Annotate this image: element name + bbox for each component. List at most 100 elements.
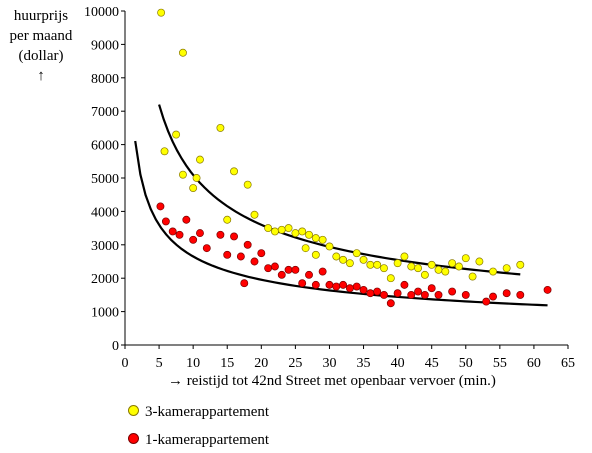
point-3-kamer xyxy=(475,257,484,266)
x-tick-label: 35 xyxy=(357,356,371,371)
point-1-kamer xyxy=(420,290,429,299)
point-3-kamer xyxy=(172,130,181,139)
point-1-kamer xyxy=(393,289,402,298)
point-1-kamer xyxy=(400,280,409,289)
point-3-kamer xyxy=(516,260,525,269)
point-3-kamer xyxy=(400,252,409,261)
point-1-kamer xyxy=(448,287,457,296)
x-axis-label: → reistijd tot 42nd Street met openbaar … xyxy=(168,373,496,389)
point-3-kamer xyxy=(332,252,341,261)
x-tick-label: 45 xyxy=(425,356,439,371)
point-1-kamer xyxy=(339,280,348,289)
data-points xyxy=(156,8,552,308)
point-1-kamer xyxy=(175,230,184,239)
point-3-kamer xyxy=(455,262,463,271)
legend-label-1-kamer: 1-kamerappartement xyxy=(145,432,270,448)
point-1-kamer xyxy=(434,290,443,299)
point-3-kamer xyxy=(216,123,225,132)
point-1-kamer xyxy=(243,240,252,249)
point-1-kamer xyxy=(482,297,491,306)
point-3-kamer xyxy=(468,272,477,281)
point-1-kamer xyxy=(250,257,259,266)
point-1-kamer xyxy=(332,282,341,291)
point-1-kamer xyxy=(270,262,279,271)
y-tick-label: 3000 xyxy=(91,239,119,254)
point-3-kamer xyxy=(311,250,320,259)
y-tick-label: 9000 xyxy=(91,38,119,53)
point-1-kamer xyxy=(366,289,375,298)
point-3-kamer xyxy=(264,224,273,233)
point-3-kamer xyxy=(386,274,395,283)
point-1-kamer xyxy=(352,282,361,291)
y-tick-label: 1000 xyxy=(91,306,119,321)
point-1-kamer xyxy=(257,249,266,258)
point-1-kamer xyxy=(161,217,170,226)
x-tick-label: 50 xyxy=(459,356,473,371)
point-1-kamer xyxy=(156,202,165,211)
y-tick-label: 10000 xyxy=(84,5,119,20)
point-1-kamer xyxy=(236,252,245,261)
point-1-kamer xyxy=(230,232,238,241)
y-axis-label-arrow: ↑ xyxy=(37,68,45,84)
point-3-kamer xyxy=(250,210,259,219)
point-1-kamer xyxy=(325,280,334,289)
point-3-kamer xyxy=(318,235,327,244)
point-1-kamer xyxy=(291,265,300,274)
point-1-kamer xyxy=(305,270,313,279)
y-axis-label-line-1: huurprijs xyxy=(13,8,69,24)
x-tick-label: 25 xyxy=(288,356,302,371)
y-tick-label: 7000 xyxy=(91,105,119,120)
point-3-kamer xyxy=(420,270,429,279)
legend-item-3-kamer: 3-kamerappartement xyxy=(128,404,269,421)
point-3-kamer xyxy=(352,249,361,258)
point-1-kamer xyxy=(427,284,436,293)
y-tick-label: 8000 xyxy=(91,72,119,87)
point-1-kamer xyxy=(380,290,388,299)
x-tick-label: 30 xyxy=(322,356,336,371)
axes: 0100020003000400050006000700080009000100… xyxy=(84,5,575,371)
y-tick-label: 5000 xyxy=(91,172,119,187)
point-3-kamer xyxy=(277,225,286,234)
point-3-kamer xyxy=(160,147,169,156)
point-3-kamer xyxy=(380,264,388,273)
point-1-kamer xyxy=(277,270,286,279)
point-1-kamer xyxy=(543,285,552,294)
point-3-kamer xyxy=(178,48,187,57)
point-1-kamer xyxy=(461,290,470,299)
point-1-kamer xyxy=(202,244,211,253)
point-1-kamer xyxy=(216,230,225,239)
point-3-kamer xyxy=(243,180,252,189)
point-1-kamer xyxy=(386,299,395,308)
x-tick-label: 55 xyxy=(493,356,507,371)
x-tick-label: 15 xyxy=(220,356,234,371)
point-1-kamer xyxy=(311,280,320,289)
point-1-kamer xyxy=(373,287,382,296)
point-1-kamer xyxy=(502,289,511,298)
y-tick-label: 0 xyxy=(112,339,119,354)
point-3-kamer xyxy=(298,227,307,236)
y-tick-label: 4000 xyxy=(91,205,119,220)
point-3-kamer xyxy=(311,234,320,243)
x-tick-label: 40 xyxy=(391,356,405,371)
x-tick-label: 60 xyxy=(527,356,541,371)
point-3-kamer xyxy=(502,264,511,273)
x-tick-label: 10 xyxy=(186,356,200,371)
point-3-kamer xyxy=(325,242,334,251)
point-1-kamer xyxy=(489,292,497,301)
point-3-kamer xyxy=(414,264,423,273)
y-tick-label: 2000 xyxy=(91,272,119,287)
point-3-kamer xyxy=(393,259,402,268)
point-3-kamer xyxy=(441,267,450,276)
point-1-kamer xyxy=(168,227,177,236)
point-1-kamer xyxy=(284,265,293,274)
point-1-kamer xyxy=(298,279,307,288)
legend-item-1-kamer: 1-kamerappartement xyxy=(128,432,269,449)
x-tick-label: 65 xyxy=(561,356,575,371)
point-1-kamer xyxy=(359,285,368,294)
x-tick-label: 5 xyxy=(156,356,163,371)
legend-marker-yellow xyxy=(128,405,139,417)
point-3-kamer xyxy=(359,255,368,264)
x-tick-label: 20 xyxy=(254,356,268,371)
point-3-kamer xyxy=(157,8,166,17)
